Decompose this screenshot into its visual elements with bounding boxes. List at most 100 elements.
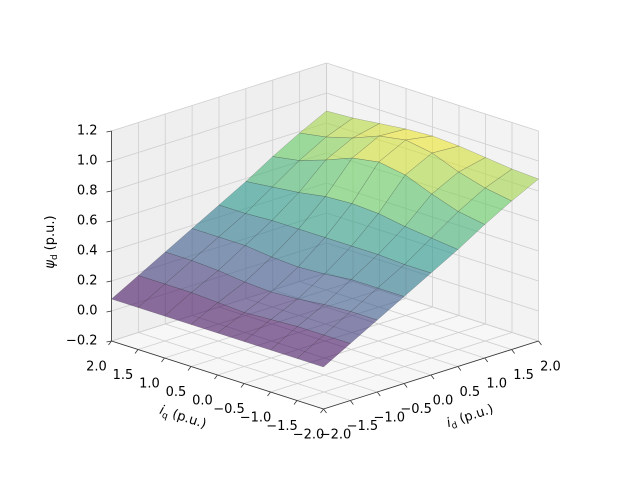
tick-mark [106,220,112,223]
tick-mark [350,400,354,405]
grid-line [296,332,513,401]
label-subscript: d [450,420,459,431]
x-tick-label: 0.0 [433,394,454,409]
surface-patch [325,117,381,139]
surface-patch [298,157,353,197]
surface-patch [378,174,433,227]
tick-mark [403,383,408,388]
surface-patch [404,152,460,195]
surface-patch [351,213,406,255]
surface-patch [299,110,354,138]
x-tick-label: 1.0 [486,377,507,392]
tick-mark [320,408,324,414]
surface-patch [245,186,300,221]
label-subscript: q [161,410,170,421]
grid-line [111,122,327,192]
z-tick-label: −0.2 [66,334,98,349]
surface-patch [379,128,433,141]
label-unit: (p.u.) [43,215,58,250]
surface-patch [430,211,486,250]
z-tick-label: 1.2 [77,124,98,139]
surface-patch [245,156,300,188]
grid-line [243,315,460,384]
tick-mark [323,408,327,414]
tick-mark [106,250,112,253]
surface-patch [272,132,327,161]
tick-mark [240,383,245,388]
surface-patch [191,204,246,238]
surface-patch [352,123,407,139]
surface [111,110,539,368]
surface-patch [404,135,460,154]
surface-patch [296,334,351,368]
axis-line [111,340,324,410]
x-tick-label: −1.0 [373,411,405,426]
z-tick-label: 0.0 [77,304,98,319]
tick-mark [293,400,298,405]
label-unit: (p.u.) [457,401,495,426]
z-tick-label: 1.0 [77,154,98,169]
surface-patch [244,220,299,258]
x-tick-label: 2.0 [540,360,561,375]
tick-mark [161,357,165,363]
grid-line [326,62,539,132]
tick-mark [106,190,112,193]
surface-patch [431,145,487,173]
y-tick-label: 1.0 [139,377,160,392]
surface-patch [218,213,273,246]
tick-mark [484,357,489,363]
y-tick-label: −1.5 [266,419,298,434]
tick-mark [108,340,112,346]
grid-line [326,92,539,162]
surface-patch [431,171,486,212]
label-subscript: d [50,254,60,260]
x-tick-label: −0.5 [400,402,432,417]
surface-patch [404,193,459,239]
x-tick-label: −1.5 [347,419,379,434]
x-tick-label: 0.5 [460,385,481,400]
tick-mark [430,374,435,380]
surface-patch [298,196,353,238]
y-tick-label: 0.5 [166,385,187,400]
surface-patch [458,157,513,189]
tick-mark [187,366,192,371]
zlabel-title: ψd (p.u.) [43,215,60,268]
label-symbol: i [445,415,453,431]
label-unit: (p.u.) [170,407,208,432]
y-tick-label: 2.0 [86,360,107,375]
surface-patch [324,203,379,247]
tick-mark [106,280,112,283]
surface-patch [164,228,220,261]
surface-patch [324,135,380,161]
tick-mark [511,349,515,354]
surface-patch [351,135,407,163]
y-tick-label: −2.0 [293,428,325,443]
tick-mark [376,391,381,397]
tick-mark [214,374,218,380]
y-tick-label: −0.5 [213,402,245,417]
label-symbol: ψ [43,260,58,269]
x-tick-label: −2.0 [320,428,352,443]
y-tick-label: 0.0 [192,394,213,409]
grid-line [270,323,486,393]
grid-line [111,92,327,162]
surface-patch [351,161,406,214]
z-tick-label: 0.8 [77,184,98,199]
surface-patch [484,168,539,202]
z-tick-label: 0.4 [77,244,98,259]
y-tick-label: 1.5 [113,368,134,383]
axis-labels: −2.0−1.5−1.0−0.50.00.51.01.52.0−2.0−1.5−… [43,124,561,443]
tick-mark [267,391,271,397]
surface-patch [378,139,433,176]
z-tick-label: 0.2 [77,274,98,289]
z-tick-label: 0.6 [77,214,98,229]
surface-patch [271,192,326,230]
surface-patch [298,136,354,161]
y-tick-label: −1.0 [240,411,272,426]
x-tick-label: 1.5 [513,368,534,383]
surface-patch [218,181,273,214]
grid-line [111,62,327,132]
tick-mark [106,310,112,313]
axis-line [323,340,539,410]
